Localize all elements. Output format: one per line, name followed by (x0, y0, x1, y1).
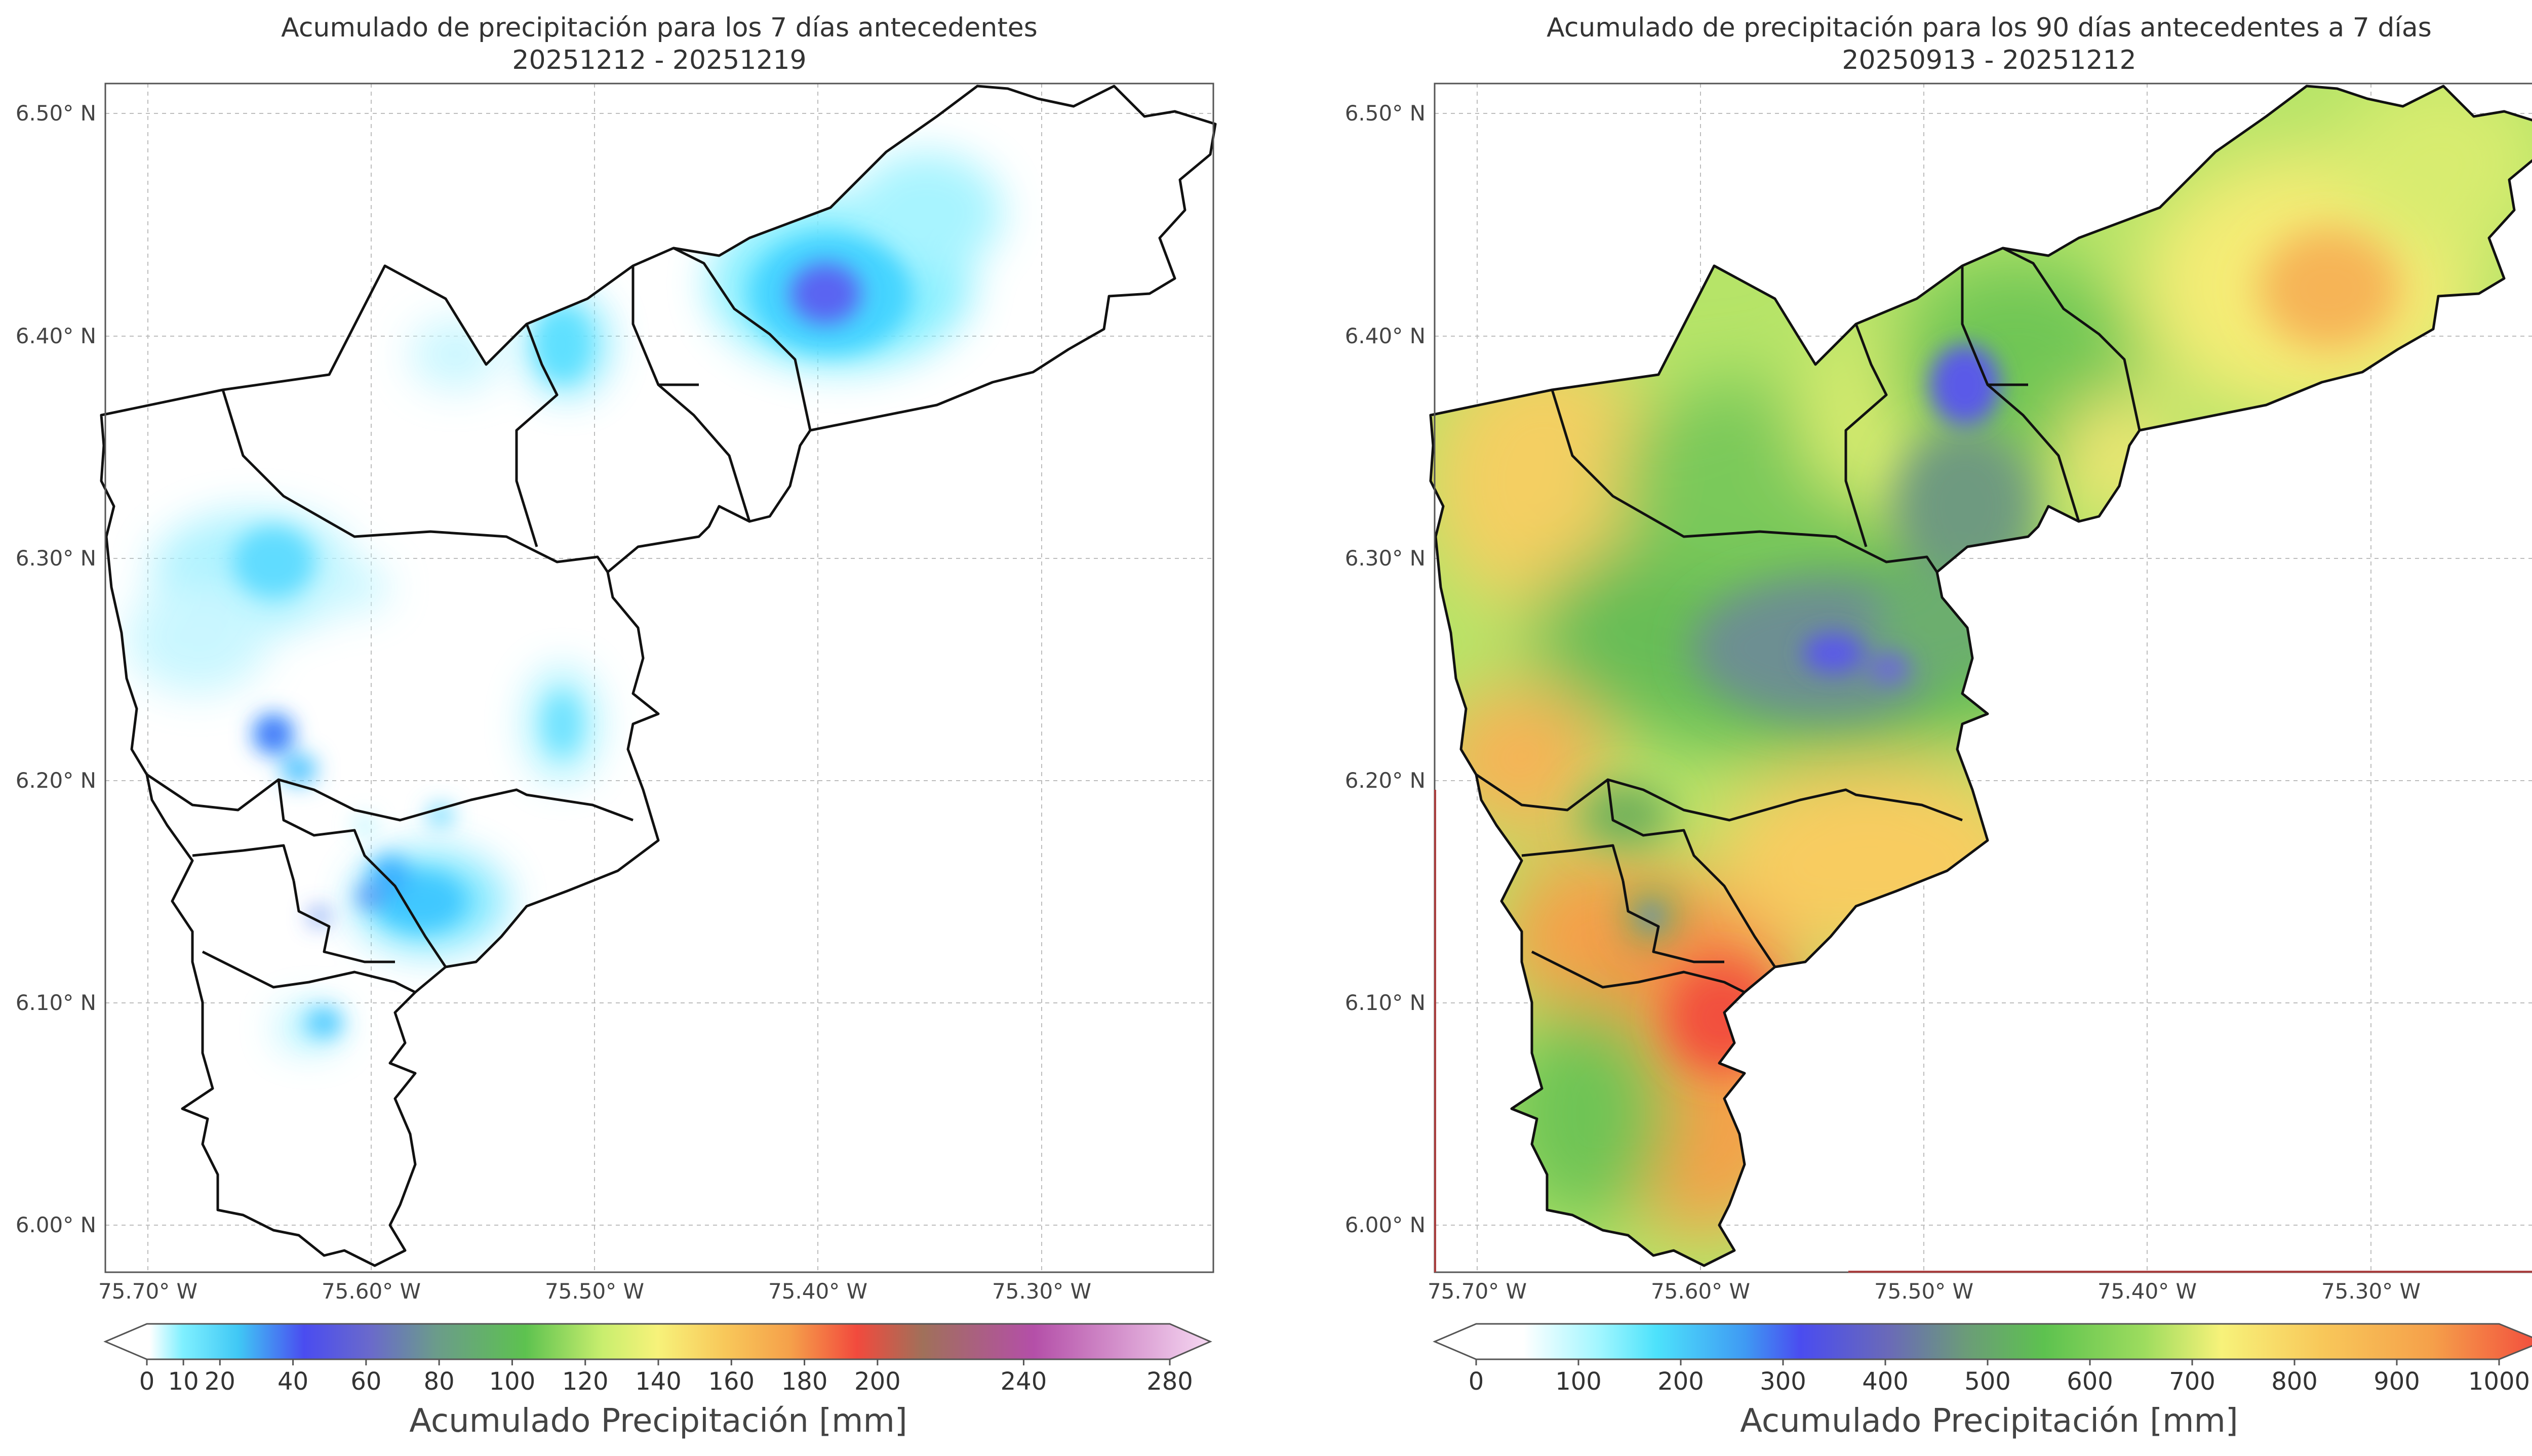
right-title-line2: 20250913 - 20251212 (1842, 45, 2136, 75)
left-colorbar-tick-label: 40 (278, 1367, 308, 1396)
right-xtick-3: 75.50° W (1874, 1279, 1973, 1304)
left-colorbar-tick-label: 200 (854, 1367, 901, 1396)
left-colorbar-tick-label: 180 (781, 1367, 828, 1396)
right-ytick-3: 6.30° N (1345, 546, 1426, 571)
right-colorbar-tick-label: 700 (2169, 1367, 2216, 1396)
left-panel: Acumulado de precipitación para los 7 dí… (16, 13, 1215, 1440)
left-xtick-5: 75.30° W (992, 1279, 1091, 1304)
left-colorbar-tick-label: 160 (708, 1367, 755, 1396)
right-ytick-2: 6.40° N (1345, 323, 1426, 348)
left-colorbar-tick-label: 120 (562, 1367, 609, 1396)
left-ytick-1: 6.50° N (16, 101, 96, 126)
left-colorbar-tick-label: 280 (1146, 1367, 1193, 1396)
left-colorbar-ticks: 0 10 20 40 60 80 100 120 140 160 180 200 240 280 (139, 1359, 1193, 1396)
left-title-line2: 20251212 - 20251219 (512, 45, 806, 75)
left-x-axis-ticks: 75.70° W 75.60° W 75.50° W 75.40° W 75.3… (98, 1279, 1091, 1304)
right-title-line1: Acumulado de precipitación para los 90 d… (1547, 13, 2432, 43)
right-ytick-5: 6.10° N (1345, 990, 1426, 1015)
right-x-axis-ticks: 75.70° W 75.60° W 75.50° W 75.40° W 75.3… (1428, 1279, 2421, 1304)
right-xtick-2: 75.60° W (1651, 1279, 1750, 1304)
right-ytick-1: 6.50° N (1345, 101, 1426, 126)
left-precipitation-field (127, 152, 1003, 1048)
right-colorbar-tick-label: 200 (1657, 1367, 1704, 1396)
left-colorbar-tick-label: 100 (489, 1367, 536, 1396)
left-colorbar-tick-label: 20 (205, 1367, 235, 1396)
left-colorbar-tick-label: 80 (424, 1367, 455, 1396)
right-colorbar-tick-label: 600 (2067, 1367, 2113, 1396)
left-xtick-1: 75.70° W (98, 1279, 197, 1304)
right-panel: Acumulado de precipitación para los 90 d… (1345, 13, 2532, 1440)
right-colorbar: 0 100 200 300 400 500 600 700 800 900 1000 Acumula… (1433, 1323, 2532, 1440)
left-ytick-2: 6.40° N (16, 323, 96, 348)
right-colorbar-tick-label: 1000 (2468, 1367, 2530, 1396)
right-colorbar-tick-label: 800 (2271, 1367, 2318, 1396)
right-municipality-borders (1431, 86, 2532, 1266)
right-colorbar-label: Acumulado Precipitación [mm] (1740, 1402, 2238, 1440)
left-ytick-3: 6.30° N (16, 546, 96, 571)
right-ytick-4: 6.20° N (1345, 768, 1426, 793)
right-xtick-4: 75.40° W (2098, 1279, 2197, 1304)
right-y-axis-ticks: 6.50° N 6.40° N 6.30° N 6.20° N 6.10° N … (1345, 101, 1426, 1237)
left-colorbar-tick-label: 10 (168, 1367, 199, 1396)
right-xtick-1: 75.70° W (1428, 1279, 1527, 1304)
left-ytick-6: 6.00° N (16, 1212, 96, 1237)
left-map-area (105, 84, 1213, 1272)
left-xtick-3: 75.50° W (545, 1279, 644, 1304)
left-xtick-2: 75.60° W (322, 1279, 421, 1304)
right-colorbar-tick-label: 0 (1469, 1367, 1484, 1396)
right-colorbar-ticks: 0 100 200 300 400 500 600 700 800 900 1000 (1469, 1359, 2530, 1396)
left-xtick-4: 75.40° W (768, 1279, 867, 1304)
right-xtick-5: 75.30° W (2321, 1279, 2421, 1304)
left-title-line1: Acumulado de precipitación para los 7 dí… (281, 13, 1038, 43)
left-colorbar-tick-label: 140 (635, 1367, 682, 1396)
left-municipality-borders (101, 86, 1215, 1266)
left-map-frame (104, 83, 1214, 1273)
right-colorbar-tick-label: 400 (1862, 1367, 1909, 1396)
left-colorbar-tick-label: 60 (350, 1367, 381, 1396)
left-ytick-4: 6.20° N (16, 768, 96, 793)
left-ytick-5: 6.10° N (16, 990, 96, 1015)
left-colorbar-tick-label: 240 (1001, 1367, 1047, 1396)
right-colorbar-tick-label: 500 (1964, 1367, 2011, 1396)
left-colorbar-tick-label: 0 (139, 1367, 155, 1396)
right-colorbar-tick-label: 300 (1760, 1367, 1806, 1396)
right-ytick-6: 6.00° N (1345, 1212, 1426, 1237)
left-colorbar-label: Acumulado Precipitación [mm] (409, 1402, 907, 1440)
right-colorbar-tick-label: 900 (2373, 1367, 2420, 1396)
left-colorbar: 0 10 20 40 60 80 100 120 140 160 180 200 240 280 Acum… (103, 1323, 1212, 1440)
right-colorbar-tick-label: 100 (1555, 1367, 1602, 1396)
left-y-axis-ticks: 6.50° N 6.40° N 6.30° N 6.20° N 6.10° N … (16, 101, 96, 1237)
